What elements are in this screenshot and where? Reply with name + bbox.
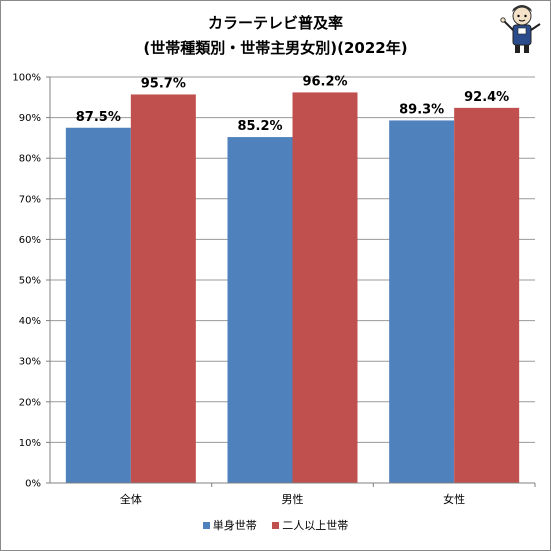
x-tick-label: 女性 (443, 492, 465, 506)
data-label: 89.3% (399, 102, 444, 117)
y-tick-label: 0% (25, 479, 41, 490)
y-tick-label: 10% (19, 438, 41, 449)
data-label: 92.4% (464, 90, 509, 105)
chart-title: カラーテレビ普及率 (207, 14, 343, 32)
legend-label-single: 単身世帯 (212, 519, 257, 532)
y-tick-label: 20% (19, 397, 41, 408)
bar (454, 107, 520, 483)
bar (130, 94, 196, 483)
data-label: 87.5% (76, 110, 121, 125)
y-tick-label: 100% (12, 73, 41, 84)
y-tick-label: 40% (19, 316, 41, 327)
y-tick-label: 70% (19, 194, 41, 205)
data-label: 85.2% (237, 119, 282, 134)
legend-swatch-multi (272, 521, 280, 529)
y-tick-label: 60% (19, 235, 41, 246)
legend-label-multi: 二人以上世帯 (282, 519, 349, 532)
bar (65, 127, 131, 483)
x-tick-label: 全体 (120, 492, 142, 506)
legend: 単身世帯 二人以上世帯 (0, 517, 551, 533)
legend-item-single: 単身世帯 (202, 517, 257, 533)
mascot-icon (500, 5, 541, 53)
y-tick-label: 30% (19, 357, 41, 368)
legend-swatch-single (202, 521, 210, 529)
data-label: 95.7% (141, 76, 186, 91)
y-tick-label: 90% (19, 113, 41, 124)
y-tick-label: 80% (19, 154, 41, 165)
y-tick-label: 50% (19, 276, 41, 287)
chart-subtitle: (世帯種類別・世帯主男女別)(2022年) (143, 39, 408, 57)
legend-item-multi: 二人以上世帯 (272, 517, 348, 533)
data-label: 96.2% (302, 74, 347, 89)
bar (389, 120, 455, 483)
bar (292, 92, 358, 483)
bar (227, 137, 293, 483)
x-tick-label: 男性 (282, 492, 304, 506)
